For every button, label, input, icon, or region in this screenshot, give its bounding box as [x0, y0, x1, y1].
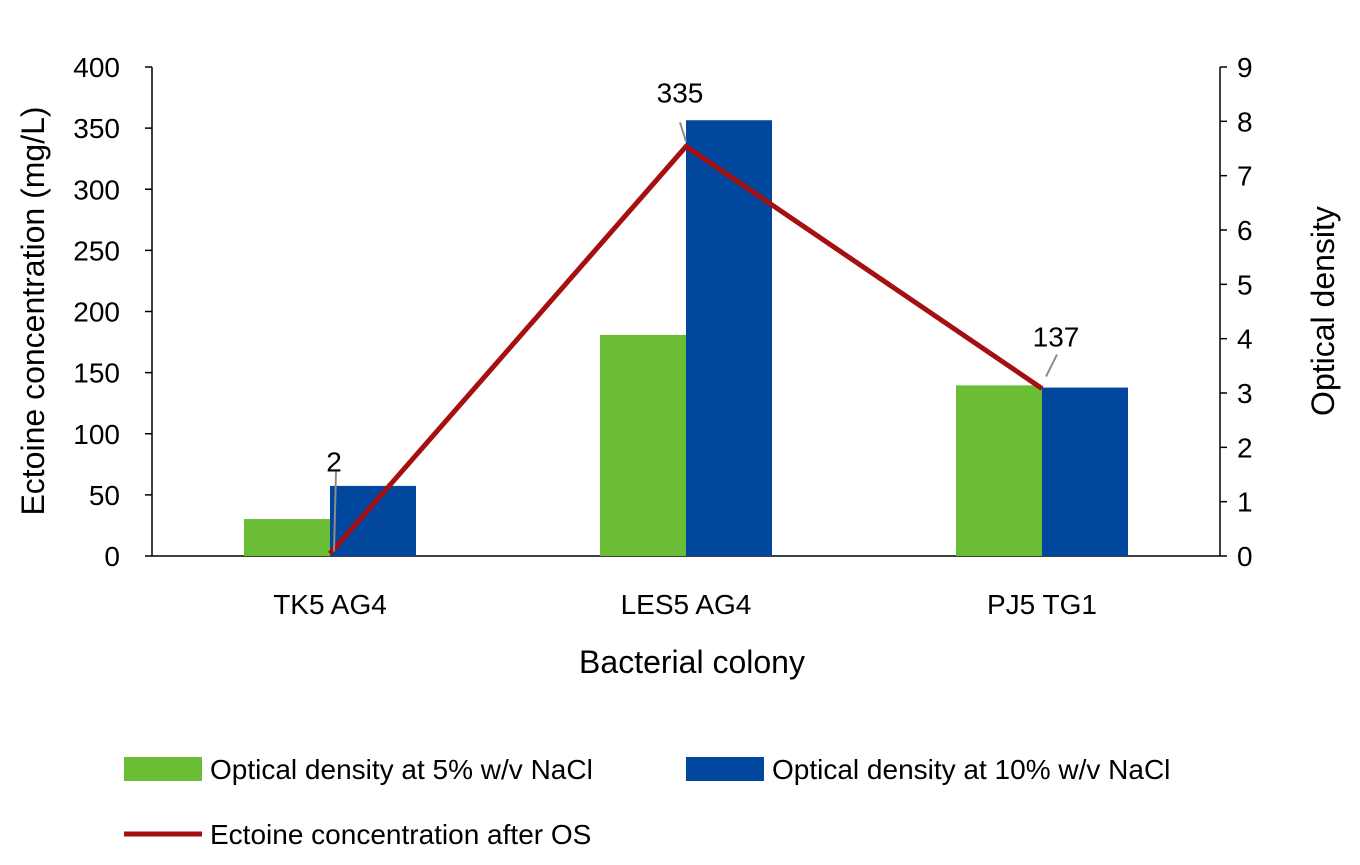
data-label-leader — [679, 122, 687, 142]
axes: 0 50 100 150 200 250 300 350 400 0 1 2 3 4 5 6 7 8 9 TK5 AG… — [73, 52, 1252, 620]
bar-od5-0 — [244, 519, 330, 556]
data-label-leader — [333, 471, 337, 552]
y2-tick-label: 7 — [1237, 161, 1253, 192]
legend-swatch-od5 — [124, 757, 202, 781]
data-label: 335 — [657, 77, 704, 108]
bar-od5-2 — [956, 385, 1042, 556]
data-label: 2 — [326, 447, 342, 478]
y2-tick-label: 5 — [1237, 269, 1253, 300]
y-tick-label: 150 — [73, 358, 120, 389]
y-tick-label: 350 — [73, 113, 120, 144]
legend-label-od10: Optical density at 10% w/v NaCl — [772, 754, 1170, 785]
bar-od10-2 — [1042, 387, 1128, 556]
y-tick-label: 200 — [73, 297, 120, 328]
data-label: 137 — [1033, 322, 1080, 353]
x-tick-label: PJ5 TG1 — [987, 589, 1097, 620]
x-tick-label: LES5 AG4 — [621, 589, 752, 620]
line-series — [328, 143, 1044, 556]
y-tick-label: 400 — [73, 52, 120, 83]
y2-tick-label: 6 — [1237, 215, 1253, 246]
legend-label-od5: Optical density at 5% w/v NaCl — [210, 754, 593, 785]
data-labels: 2 335 137 — [326, 77, 1080, 552]
y-tick-label: 100 — [73, 419, 120, 450]
legend-label-ectoine: Ectoine concentration after OS — [210, 819, 591, 850]
y2-tick-label: 8 — [1237, 106, 1253, 137]
y2-tick-label: 9 — [1237, 52, 1253, 83]
y2-axis-title: Optical density — [1305, 206, 1341, 416]
bars — [244, 120, 1128, 556]
legend-swatch-od10 — [686, 757, 764, 781]
y2-tick-label: 0 — [1237, 541, 1253, 572]
bar-od10-0 — [330, 485, 416, 556]
x-axis-title: Bacterial colony — [579, 644, 805, 680]
x-tick-label: TK5 AG4 — [273, 589, 387, 620]
data-label-leader — [1045, 354, 1058, 377]
y-axis-title: Ectoine concentration (mg/L) — [15, 106, 51, 515]
y2-tick-label: 1 — [1237, 487, 1253, 518]
bar-od5-1 — [600, 334, 686, 556]
y-tick-label: 250 — [73, 235, 120, 266]
y-tick-label: 300 — [73, 174, 120, 205]
y2-tick-label: 4 — [1237, 324, 1253, 355]
ectoine-line — [328, 143, 1044, 556]
legend: Optical density at 5% w/v NaCl Optical d… — [124, 754, 1170, 850]
y-tick-label: 0 — [104, 541, 120, 572]
bar-od10-1 — [686, 120, 772, 556]
y2-tick-label: 3 — [1237, 378, 1253, 409]
y-tick-label: 50 — [89, 480, 120, 511]
y2-tick-label: 2 — [1237, 432, 1253, 463]
